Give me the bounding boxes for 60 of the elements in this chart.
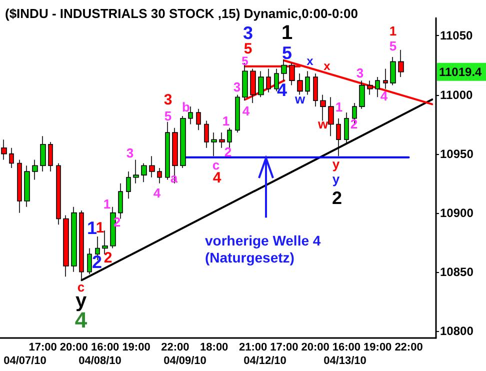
annotation: 2	[350, 116, 358, 132]
x-tick-label: 22:00	[161, 342, 190, 354]
text: 04/07/10	[4, 355, 46, 367]
text: 04/13/10	[324, 355, 366, 367]
x-tick-label: 20:00	[60, 342, 88, 354]
annotation: 1	[281, 22, 293, 44]
x-tick-label: 16:00	[91, 342, 120, 354]
annotation: w	[294, 92, 306, 106]
chart-title: ($INDU - INDUSTRIALS 30 STOCK ,15) Dynamic,0:00-0:00	[5, 6, 358, 21]
annotation: 4	[276, 80, 288, 100]
annotation: w	[316, 116, 329, 132]
x-tick-label: 22:00	[394, 342, 423, 354]
annotation: b	[182, 100, 190, 114]
x-tick-label: 16:00	[332, 342, 361, 354]
text: 11019.4	[439, 64, 482, 79]
y-tick-label: 10950	[440, 146, 474, 161]
annotation: x	[306, 54, 314, 68]
x-tick-label: 17:00	[28, 342, 57, 354]
x-tick-label: 20:00	[301, 342, 330, 354]
annotation: 2	[104, 250, 112, 266]
annotation: 1	[389, 24, 397, 38]
annotation: y	[332, 156, 340, 172]
annotation: y	[332, 172, 340, 186]
annotation: 2	[332, 188, 342, 208]
text: 04/08/10	[78, 355, 122, 367]
x-tick-label: 21:00	[238, 342, 268, 354]
annotation: c	[212, 158, 220, 172]
x-tick-label: 19:00	[122, 342, 150, 354]
annotation: 4	[380, 88, 388, 104]
annotation: 3	[126, 146, 134, 160]
x-tick-label: 18:00	[200, 342, 228, 354]
y-tick-label: 10850	[440, 264, 474, 279]
y-tick-label: 10900	[440, 206, 474, 220]
text: 04/12/10	[244, 355, 286, 367]
y-tick-label: 10800	[440, 324, 474, 338]
annotation: 1	[96, 220, 104, 236]
annotation: 1	[222, 114, 230, 128]
y-tick-label: 11050	[440, 28, 474, 43]
annotation: 2	[92, 252, 102, 272]
y-tick-label: 11000	[440, 88, 474, 102]
annotation: 3	[356, 66, 364, 80]
annotation: 3	[233, 80, 241, 94]
annotation: 3	[242, 23, 254, 43]
annotation: 4	[153, 186, 162, 200]
annotation: 5	[164, 108, 172, 124]
annotation: 4	[212, 170, 222, 186]
x-tick-label: 19:00	[364, 342, 392, 354]
annotation: c	[77, 280, 85, 294]
x-tick-label: 17:00	[270, 342, 298, 354]
annotation: 5	[389, 38, 397, 54]
annotation: 2	[224, 144, 232, 160]
annotation: 3	[164, 92, 172, 108]
annotation: 1	[335, 100, 343, 114]
text: 04/09/10	[164, 355, 206, 367]
annotation: 5	[282, 43, 292, 63]
annotation: 4	[242, 104, 250, 118]
annotation: vorherige Welle 4 (Naturgesetz)	[205, 232, 321, 266]
annotation: 1	[103, 196, 111, 212]
annotation: 1	[86, 218, 98, 238]
annotation: x	[324, 59, 331, 73]
